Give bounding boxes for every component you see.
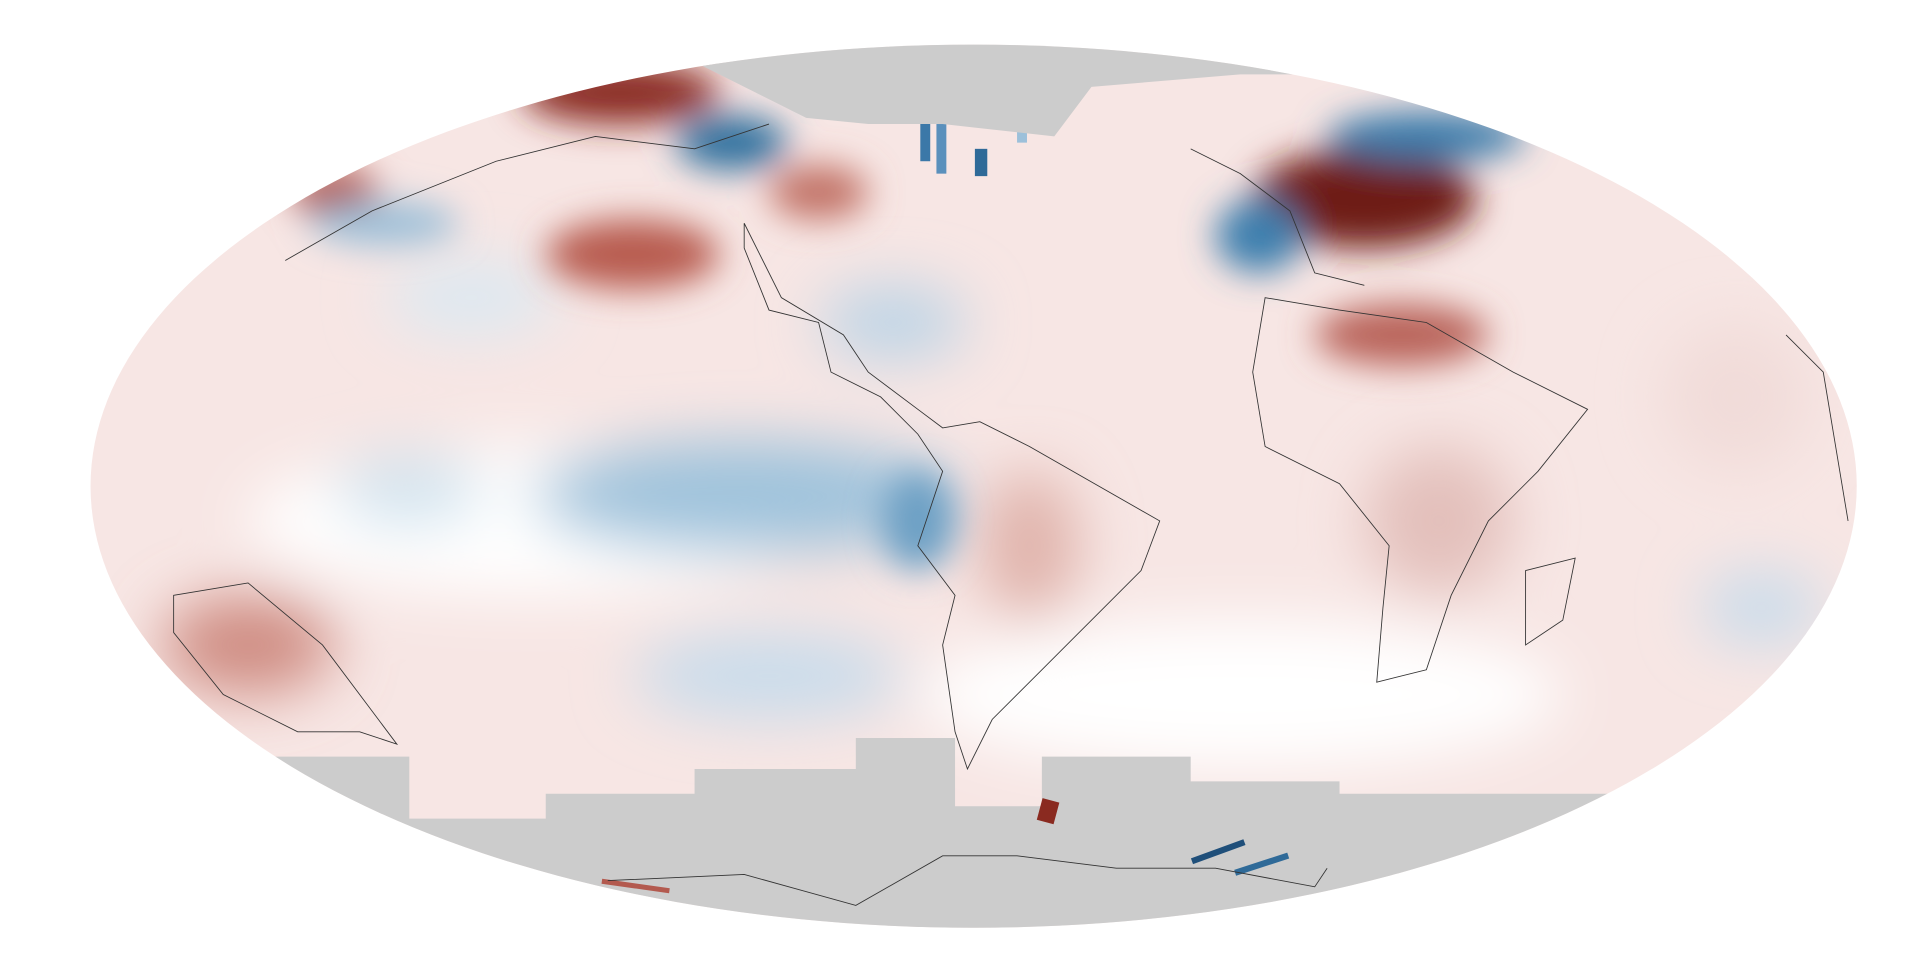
coastlines (173, 123, 1849, 906)
no-data-north (90, 44, 1857, 137)
anomaly-wide (161, 260, 1824, 769)
stripe (601, 878, 670, 894)
stripe (1036, 798, 1060, 825)
stripe (1190, 839, 1246, 865)
anomaly-strong (291, 62, 1526, 571)
stripe (1234, 852, 1290, 876)
